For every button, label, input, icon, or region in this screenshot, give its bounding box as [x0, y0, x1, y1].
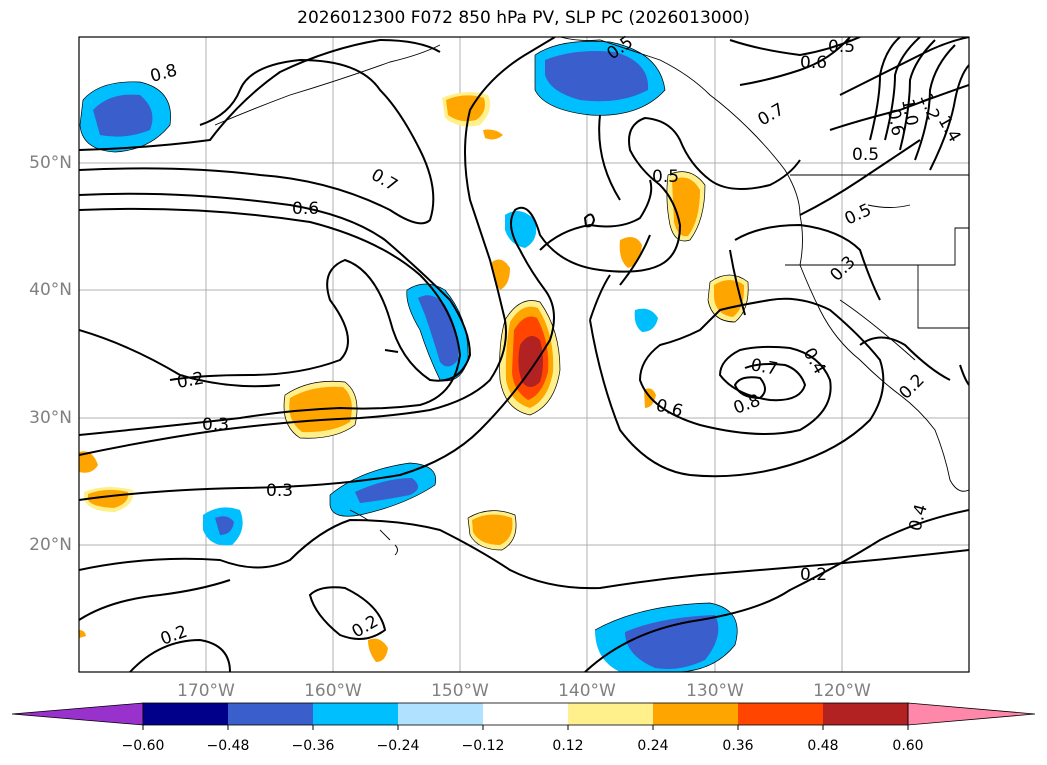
contour-label: 0.3 [266, 481, 293, 501]
colorbar-segment [738, 703, 823, 725]
pv-pos-region [79, 630, 86, 638]
contour-label: 0.3 [202, 415, 229, 435]
contour-label: 0.5 [652, 167, 679, 187]
contour-label: 0.7 [749, 355, 779, 379]
lon-label-120w: 120°W [813, 681, 871, 701]
contour-label: 0.2 [175, 369, 205, 393]
colorbar-outline [142, 702, 909, 726]
lat-label-40n: 40°N [29, 280, 72, 300]
colorbar-tick-label: 0.36 [722, 738, 754, 754]
pv-outlines [79, 40, 749, 672]
lon-label-140w: 140°W [558, 681, 616, 701]
slp-contours [79, 37, 969, 672]
pv-neg-region [625, 615, 719, 669]
colorbar-segment [228, 703, 313, 725]
colorbar-segment [568, 703, 653, 725]
colorbar-extend-low [11, 702, 144, 726]
colorbar-tick-label: 0.60 [892, 738, 924, 754]
lon-label-170w: 170°W [177, 681, 235, 701]
lon-label-130w: 130°W [686, 681, 744, 701]
colorbar-extend-high [907, 702, 1036, 726]
contour-label: 0.5 [852, 145, 879, 165]
colorbar-segment [653, 703, 738, 725]
pv-positive-anomalies [79, 92, 749, 662]
lon-label-150w: 150°W [431, 681, 489, 701]
pv-neg-region [505, 211, 537, 248]
contour-label: 0.6 [800, 53, 827, 73]
lon-label-160w: 160°W [304, 681, 362, 701]
pv-neg-region [634, 308, 658, 332]
contour-label: 1.0 [897, 97, 921, 127]
contour-label: 0.2 [800, 565, 827, 585]
pv-neg-region [545, 51, 649, 102]
pv-neg-region [355, 478, 419, 503]
lat-label-50n: 50°N [29, 153, 72, 173]
plot-frame [78, 36, 970, 673]
contour-label: 0.6 [292, 199, 319, 219]
colorbar-segment [313, 703, 398, 725]
coastlines [214, 37, 969, 556]
lat-label-20n: 20°N [29, 535, 72, 555]
pv-pos-region [518, 336, 543, 387]
colorbar-tick-label: −0.36 [291, 738, 335, 754]
lat-label-30n: 30°N [29, 408, 72, 428]
colorbar-tick-label: −0.60 [121, 738, 165, 754]
colorbar-segment [483, 703, 568, 725]
colorbar-tick-label: 0.12 [552, 738, 584, 754]
contour-label: 0.5 [828, 37, 855, 57]
colorbar-tick-label: −0.24 [376, 738, 420, 754]
colorbar-segment [143, 703, 228, 725]
pv-pos-region [714, 280, 745, 317]
colorbar [11, 702, 1036, 730]
pv-pos-region [472, 514, 513, 545]
colorbar-tick-label: −0.12 [461, 738, 505, 754]
pv-pos-region [368, 638, 388, 662]
pv-pos-region [446, 95, 485, 122]
colorbar-tick-label: −0.48 [206, 738, 250, 754]
colorbar-tick-label: 0.24 [637, 738, 669, 754]
map-title: 2026012300 F072 850 hPa PV, SLP PC (2026… [297, 8, 750, 28]
pv-neg-region [215, 516, 234, 535]
pv-pos-region [483, 129, 503, 140]
colorbar-tick-label: 0.48 [807, 738, 839, 754]
colorbar-segment [398, 703, 483, 725]
pv-neg-region [93, 94, 153, 137]
colorbar-segment [823, 703, 908, 725]
contour-label: 0.6 [883, 107, 907, 137]
pv-pos-region [79, 451, 98, 473]
